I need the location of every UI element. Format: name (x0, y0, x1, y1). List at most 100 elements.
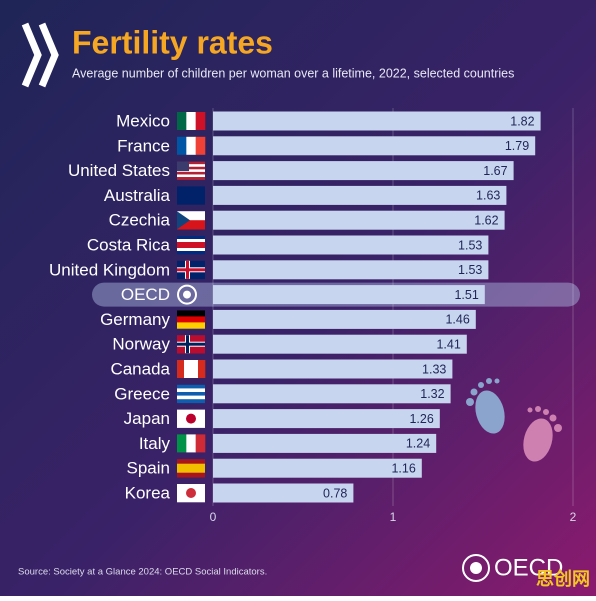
flag-stripe (195, 136, 206, 155)
flag-stripe (177, 177, 205, 180)
flag-stripe (177, 220, 205, 230)
chart-subtitle: Average number of children per woman ove… (72, 66, 514, 80)
category-label: Czechia (109, 211, 171, 230)
bar (213, 309, 476, 329)
flag-stripe (177, 248, 205, 252)
flag (177, 112, 206, 130)
category-label: Costa Rica (87, 235, 171, 254)
flag-stripe (177, 399, 205, 404)
flag (177, 310, 205, 329)
value-label: 1.51 (454, 288, 478, 302)
x-tick-label: 2 (570, 510, 577, 524)
value-label: 1.62 (474, 213, 498, 227)
value-label: 1.82 (510, 114, 534, 128)
flag (177, 409, 205, 428)
footprints (466, 378, 562, 462)
logo-chevrons (21, 22, 59, 88)
value-label: 1.53 (458, 238, 482, 252)
category-label: OECD (121, 285, 170, 304)
flag-stripe (177, 161, 205, 165)
value-label: 1.67 (483, 164, 507, 178)
flag-stripe (177, 242, 205, 246)
flag (177, 484, 205, 503)
flag-stripe (177, 434, 187, 453)
value-label: 1.33 (422, 362, 446, 376)
value-label: 1.41 (436, 337, 460, 351)
flag-emblem (186, 488, 196, 498)
category-label: Australia (104, 186, 171, 205)
flag-stripe (177, 360, 185, 378)
flag-stripe (177, 169, 205, 173)
flag (177, 284, 197, 305)
flag-stripe (177, 211, 205, 221)
category-label: France (117, 136, 170, 155)
flag-stripe (177, 322, 205, 329)
value-label: 1.53 (458, 263, 482, 277)
flag-stripe (198, 360, 206, 378)
flag-stripe (184, 360, 192, 378)
chart-title: Fertility rates (72, 24, 273, 60)
flag (177, 161, 205, 180)
flag-stripe (177, 468, 205, 473)
x-tick-label: 1 (390, 510, 397, 524)
category-label: Mexico (116, 111, 170, 130)
bar (213, 235, 489, 255)
flag-stripe (177, 171, 205, 175)
flag-stripe (177, 472, 205, 478)
bar (213, 433, 437, 453)
bar (213, 334, 467, 354)
flag-stripe (177, 392, 205, 396)
flag (177, 459, 205, 478)
value-label: 1.16 (391, 461, 415, 475)
oecd-icon (177, 284, 197, 305)
category-label: Canada (110, 359, 170, 378)
flag-stripe (177, 245, 205, 249)
flag-stripe (177, 251, 205, 255)
bar (213, 185, 507, 205)
category-label: Norway (112, 335, 170, 354)
bar (213, 260, 489, 280)
flag (177, 434, 206, 453)
category-label: United States (68, 161, 170, 180)
flag-stripe (177, 310, 205, 317)
flag-canton (177, 161, 189, 172)
category-label: Spain (127, 459, 170, 478)
source-note: Source: Society at a Glance 2024: OECD S… (18, 567, 267, 578)
flag-stripe (177, 186, 205, 205)
flag-stripe (177, 316, 205, 323)
flag-stripe (191, 360, 199, 378)
category-label: United Kingdom (49, 260, 170, 279)
flag (177, 236, 205, 255)
category-label: Germany (100, 310, 170, 329)
flag-stripe (177, 136, 187, 155)
flag-stripe (177, 239, 205, 243)
flag-stripe (177, 112, 187, 130)
value-label: 1.46 (445, 313, 469, 327)
flag-stripe (186, 434, 196, 453)
flag-stripe (177, 236, 205, 240)
flag (177, 136, 206, 155)
flag-stripe (177, 164, 205, 168)
bar (213, 136, 536, 156)
flag-triangle (177, 211, 190, 230)
flag-stripe (177, 395, 205, 400)
value-label: 0.78 (323, 486, 347, 500)
flag (177, 211, 205, 230)
flag-stripe (195, 112, 206, 130)
category-label: Korea (125, 483, 171, 502)
flag-stripe (186, 112, 196, 130)
value-label: 1.63 (476, 189, 500, 203)
bar (213, 409, 440, 429)
value-label: 1.26 (409, 412, 433, 426)
flag-stripe (177, 388, 205, 393)
flag-cross (177, 342, 205, 346)
bar (213, 483, 354, 503)
flag (177, 384, 205, 404)
flag-cross (177, 268, 205, 272)
value-label: 1.32 (420, 387, 444, 401)
flag-stripe (177, 166, 205, 170)
bar (213, 111, 541, 131)
flag (177, 335, 205, 354)
category-label: Greece (114, 384, 170, 403)
